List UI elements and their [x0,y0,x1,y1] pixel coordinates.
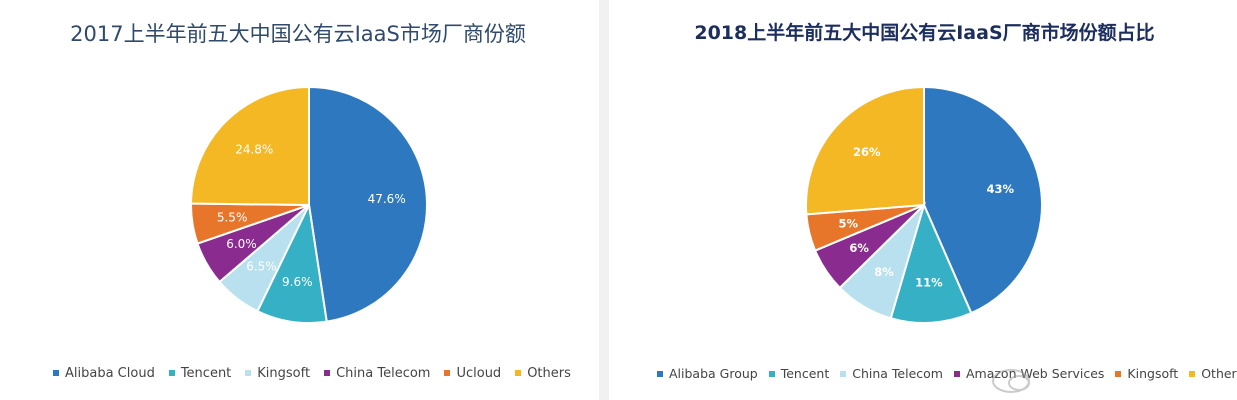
pie-slice-tencent [889,202,973,324]
legend-item: Tencent [168,366,232,381]
legend-item: Tencent [768,366,830,381]
legend-label: Amazon Web Services [965,366,1105,381]
legend-swatch [168,369,175,376]
legend-swatch [1115,370,1122,377]
data-label: 6.0% [226,237,257,251]
legend-swatch [657,370,663,377]
legend-label: Kingsoft [257,366,311,381]
legend-item: Kingsoft [245,366,310,381]
legend-swatch [953,370,960,377]
data-label: 26% [853,145,881,159]
legend-item: Ucloud [444,366,501,381]
legend-swatch [840,370,847,377]
data-label: 24.8% [235,143,273,157]
data-label: 5.5% [217,210,248,224]
legend-label: Alibaba Cloud [65,366,155,381]
pie-chart-2017: 47.6% 9.6% 6.5% 6.0% 5.5% 24.8% [189,85,428,324]
data-label: 47.6% [368,192,406,206]
legend-item: Amazon Web Services [953,366,1105,381]
data-label: 9.6% [282,275,313,289]
legend-item: China Telecom [324,366,430,381]
panel-divider [599,0,609,400]
speech-bubbles-icon [992,369,1030,393]
chart-title-2018: 2018上半年前五大中国公有云IaaS厂商市场份额占比 [694,22,1155,44]
legend-item: Alibaba Group [657,366,758,381]
pie-chart-2018: 43% 11% 8% 6% 5% 26% [805,85,1043,324]
legend-2017: Alibaba Cloud Tencent Kingsoft China Teleco… [0,366,596,381]
chart-title-2017: 2017上半年前五大中国公有云IaaS市场厂商份额 [70,22,526,46]
legend-item: Others [515,366,571,381]
legend-swatch [1189,370,1196,377]
legend-swatch [324,369,331,376]
legend-label: Kingsoft [1127,366,1179,381]
data-label: 8% [874,265,894,279]
legend-label: Tencent [180,366,232,381]
legend-item: Kingsoft [1115,366,1178,381]
pie-slice-alibaba-cloud [308,85,428,323]
legend-swatch [245,369,252,376]
legend-swatch [768,370,775,377]
legend-swatch [515,369,522,376]
legend-label: China Telecom [336,366,431,381]
legend-swatch [53,369,59,376]
pie-slice-alibaba-group [923,85,1043,315]
legend-label: Tencent [780,366,830,381]
legend-label: Alibaba Group [669,366,758,381]
chart-panel-2017: 2017上半年前五大中国公有云IaaS市场厂商份额 47.6% 9.6% 6.5% 6… [0,0,596,400]
legend-2018: Alibaba Group Tencent China Telecom Amazon … [612,366,1237,381]
chart-panel-2018: 2018上半年前五大中国公有云IaaS厂商市场份额占比 43% 11% 8% 6% 5%… [612,0,1237,400]
data-label: 5% [839,216,859,230]
legend-label: Ucloud [456,366,502,381]
data-label: 6% [849,241,869,255]
pie-slice-others [189,85,310,207]
legend-item: China Telecom [840,366,943,381]
data-label: 43% [986,182,1014,196]
data-label: 11% [915,276,943,290]
legend-swatch [444,369,451,376]
legend-label: Others [1201,366,1237,381]
legend-label: Others [527,366,571,381]
pie-slice-others [805,85,925,216]
data-label: 6.5% [246,260,277,274]
legend-label: China Telecom [852,366,943,381]
legend-item: Others [1189,366,1237,381]
legend-item: Alibaba Cloud [53,366,155,381]
